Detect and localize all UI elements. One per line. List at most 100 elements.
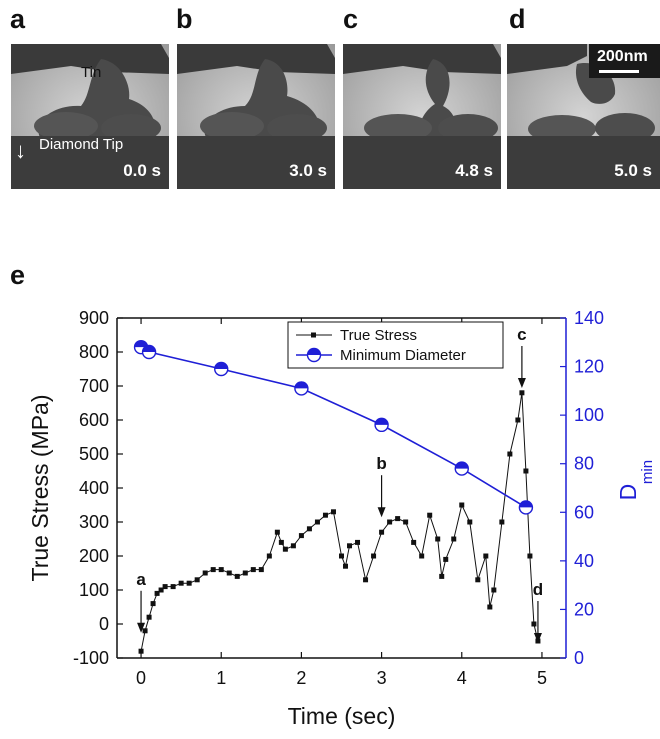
true-stress-point <box>483 553 489 559</box>
true-stress-point <box>186 580 192 586</box>
y-right-tick-label: 80 <box>574 454 594 474</box>
true-stress-point <box>162 584 168 590</box>
true-stress-point <box>150 601 156 607</box>
true-stress-point <box>210 567 216 573</box>
y-axis-title: True Stress (MPa) <box>27 394 53 581</box>
tin-label: Tin <box>81 64 102 81</box>
minimum-diameter-point-fill <box>142 345 156 352</box>
true-stress-point <box>322 512 328 518</box>
annotation-arrowhead-b <box>377 507 386 518</box>
x-tick-label: 4 <box>457 668 467 688</box>
true-stress-point <box>170 584 176 590</box>
stress-diameter-chart: 0 1 2 3 4 5 -100 0 100 200 300 400 500 600 700 800 900 0 2… <box>27 308 656 729</box>
panel-letter-a: a <box>10 4 26 34</box>
true-stress-point <box>250 567 256 573</box>
minimum-diameter-point-fill <box>375 418 389 425</box>
true-stress-point <box>339 553 344 559</box>
panel-letter-c: c <box>343 4 359 34</box>
true-stress-point <box>154 590 160 596</box>
down-arrow-icon: ↓ <box>15 138 26 163</box>
true-stress-point <box>194 577 200 583</box>
true-stress-point <box>459 502 465 508</box>
y-right-tick-label: 100 <box>574 405 604 425</box>
true-stress-point <box>427 512 433 518</box>
x-tick-label: 2 <box>296 668 306 688</box>
panel-letter-b: b <box>176 4 193 34</box>
true-stress-point <box>439 573 445 579</box>
y-tick-label: 0 <box>99 614 109 634</box>
true-stress-point <box>419 553 425 559</box>
x-tick-label: 0 <box>136 668 146 688</box>
micrograph-d-image <box>507 44 660 189</box>
x-tick-label: 5 <box>537 668 547 688</box>
y-tick-label: 500 <box>79 444 109 464</box>
y-right-tick-label: 0 <box>574 648 584 668</box>
true-stress-point <box>523 468 529 474</box>
minimum-diameter-point-fill <box>519 500 533 508</box>
true-stress-point <box>487 604 493 610</box>
micrograph-c: 4.8 s <box>343 44 501 189</box>
true-stress-point <box>258 567 264 573</box>
y-tick-label: 100 <box>79 580 109 600</box>
y-tick-label: 600 <box>79 410 109 430</box>
micrograph-a: Tin Diamond Tip ↓ 0.0 s <box>11 44 169 189</box>
y-right-tick-label: 140 <box>574 308 604 328</box>
y-tick-label: 300 <box>79 512 109 532</box>
true-stress-point <box>290 543 296 549</box>
y-right-tick-label: 60 <box>574 502 594 522</box>
minimum-diameter-line <box>140 346 527 509</box>
true-stress-point <box>202 570 208 576</box>
y-tick-label: 200 <box>79 546 109 566</box>
legend-stress-label: True Stress <box>340 327 417 344</box>
annotation-arrowhead-a <box>137 622 146 633</box>
micrograph-b-image <box>177 44 335 189</box>
true-stress-line <box>140 392 539 652</box>
y-tick-label: 700 <box>79 376 109 396</box>
annotation-label-d: d <box>533 580 543 599</box>
true-stress-point <box>347 543 353 549</box>
true-stress-point <box>343 563 349 569</box>
true-stress-point <box>158 587 164 593</box>
y-right-tick-label: 20 <box>574 599 594 619</box>
true-stress-point <box>242 570 248 576</box>
true-stress-point <box>330 509 336 515</box>
true-stress-point <box>475 577 481 583</box>
annotation-label-a: a <box>136 570 146 589</box>
y-tick-label: 800 <box>79 342 109 362</box>
true-stress-point <box>146 614 152 620</box>
true-stress-point <box>379 529 385 535</box>
true-stress-point <box>234 573 240 579</box>
true-stress-point <box>491 587 497 593</box>
minimum-diameter-point-fill <box>455 462 469 469</box>
true-stress-point <box>443 556 449 562</box>
micrograph-b: 3.0 s <box>177 44 335 189</box>
y-right-tick-label: 120 <box>574 357 604 377</box>
true-stress-point <box>371 553 377 559</box>
true-stress-point <box>226 570 232 576</box>
true-stress-point <box>138 648 144 654</box>
true-stress-point <box>451 536 457 542</box>
true-stress-point <box>403 519 409 525</box>
true-stress-point <box>411 539 417 545</box>
scale-bar-label: 200nm <box>597 48 648 65</box>
micrograph-a-image <box>11 44 169 189</box>
time-label-a: 0.0 s <box>123 161 161 180</box>
true-stress-point <box>527 553 533 559</box>
true-stress-point <box>274 529 280 535</box>
y-tick-label: 400 <box>79 478 109 498</box>
true-stress-point <box>178 580 184 586</box>
true-stress-point <box>298 533 304 539</box>
legend-diameter-marker-fill <box>307 348 321 355</box>
y-right-tick-label: 40 <box>574 551 594 571</box>
true-stress-point <box>278 539 284 545</box>
micrograph-c-image <box>343 44 501 189</box>
y-tick-label: 900 <box>79 308 109 328</box>
panel-letter-e: e <box>10 260 26 290</box>
true-stress-point <box>306 526 312 532</box>
time-label-d: 5.0 s <box>614 161 652 180</box>
true-stress-point <box>363 577 369 583</box>
x-axis-title: Time (sec) <box>288 703 396 729</box>
legend-stress-marker <box>311 332 316 338</box>
legend-box <box>287 321 504 369</box>
true-stress-point <box>355 539 361 545</box>
